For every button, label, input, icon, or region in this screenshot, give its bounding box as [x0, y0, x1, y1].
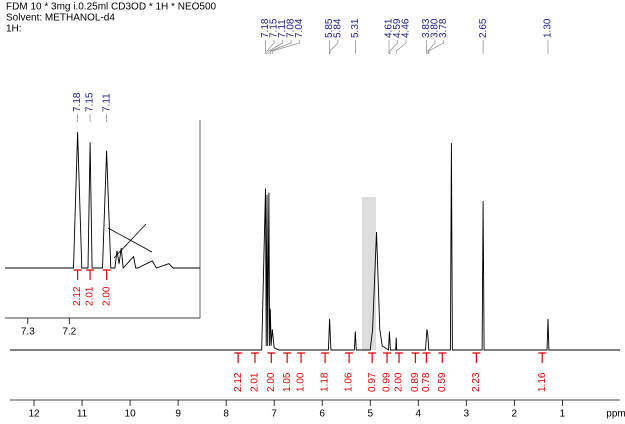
header-line: Solvent: METHANOL-d4	[6, 13, 115, 24]
peak-label: 5.85	[324, 18, 335, 38]
x-tick-label: 10	[125, 409, 137, 420]
peak-label: 7.15	[269, 18, 280, 38]
integral-bracket	[368, 352, 377, 363]
integral-label: 0.89	[410, 372, 421, 392]
peak-label: 7.04	[294, 18, 305, 38]
peak-label: 3.83	[421, 18, 432, 38]
integral-bracket	[102, 269, 111, 280]
x-tick-label: 2	[512, 409, 518, 420]
integral-bracket	[395, 352, 404, 363]
integral-bracket	[283, 352, 292, 363]
x-tick-label: 12	[28, 409, 40, 420]
peak-label: 3.78	[438, 18, 449, 38]
integral-bracket	[86, 269, 95, 280]
integral-bracket	[234, 352, 243, 363]
header-line: 1H:	[6, 24, 22, 35]
x-tick-label: 7.2	[62, 327, 76, 338]
spectrum	[10, 142, 620, 351]
peak-label: 4.59	[392, 18, 403, 38]
integral-label: 2.12	[72, 286, 83, 306]
peak-label: 4.46	[401, 18, 412, 38]
integral-label: 0.59	[437, 372, 448, 392]
integral-label: 1.05	[282, 372, 293, 392]
x-tick-label: 4	[415, 409, 421, 420]
peak-label: 5.31	[350, 18, 361, 38]
peak-connector	[268, 40, 283, 54]
integral-bracket	[345, 352, 354, 363]
integral-label: 0.78	[421, 372, 432, 392]
x-tick-label: 1	[560, 409, 566, 420]
integral-bracket	[438, 352, 447, 363]
integral-bracket	[383, 352, 392, 363]
integral-bracket	[267, 352, 276, 363]
peak-connector	[395, 40, 407, 54]
x-tick-label: 9	[175, 409, 181, 420]
peak-label: 7.18	[72, 92, 83, 112]
integral-label: 1.16	[537, 372, 548, 392]
x-axis-label: ppm	[606, 409, 625, 420]
x-tick-label: 7.3	[21, 327, 35, 338]
peak-label: 4.61	[384, 18, 395, 38]
peak-label: 1.30	[543, 18, 554, 38]
x-tick-label: 3	[464, 409, 470, 420]
integral-label: 2.00	[101, 286, 112, 306]
cross-out	[113, 223, 147, 259]
peak-connector	[271, 40, 300, 54]
header-line: FDM 10 * 3mg i.0.25ml CD3OD * 1H * NEO50…	[6, 2, 217, 13]
peak-connector	[428, 40, 444, 54]
peak-connector	[329, 40, 339, 54]
integral-label: 2.00	[394, 372, 405, 392]
integral-label: 1.06	[344, 372, 355, 392]
peak-connector	[269, 40, 292, 54]
peak-label: 7.11	[101, 93, 112, 112]
integral-bracket	[73, 269, 82, 280]
integral-bracket	[472, 352, 481, 363]
integral-bracket	[538, 352, 547, 363]
integral-label: 2.12	[233, 372, 244, 392]
x-tick-label: 11	[77, 409, 88, 420]
peak-label: 7.18	[260, 18, 271, 38]
peak-label: 5.84	[333, 18, 344, 38]
peak-connector	[427, 40, 436, 54]
integral-bracket	[297, 352, 306, 363]
highlight-region	[362, 197, 376, 350]
x-tick-label: 7	[271, 409, 277, 420]
integral-label: 1.18	[320, 372, 331, 392]
peak-connector	[266, 40, 275, 54]
integral-label: 0.97	[367, 372, 378, 392]
peak-label: 7.15	[85, 92, 96, 112]
peak-label: 7.11	[277, 19, 288, 38]
peak-label: 2.65	[478, 18, 489, 38]
integral-bracket	[411, 352, 420, 363]
integral-label: 1.00	[296, 372, 307, 392]
peak-connector	[389, 40, 398, 54]
integral-bracket	[321, 352, 330, 363]
integral-label: 2.01	[85, 286, 96, 306]
x-tick-label: 6	[319, 409, 325, 420]
peak-label: 7.08	[286, 18, 297, 38]
integral-label: 0.99	[382, 372, 393, 392]
integral-bracket	[422, 352, 431, 363]
integral-label: 2.23	[471, 372, 482, 392]
x-tick-label: 8	[223, 409, 229, 420]
spectrum	[5, 132, 200, 270]
integral-label: 2.01	[250, 372, 261, 392]
integral-bracket	[250, 352, 259, 363]
peak-label: 3.80	[430, 18, 441, 38]
x-tick-label: 5	[367, 409, 373, 420]
cross-out	[107, 227, 153, 253]
integral-label: 2.00	[266, 372, 277, 392]
